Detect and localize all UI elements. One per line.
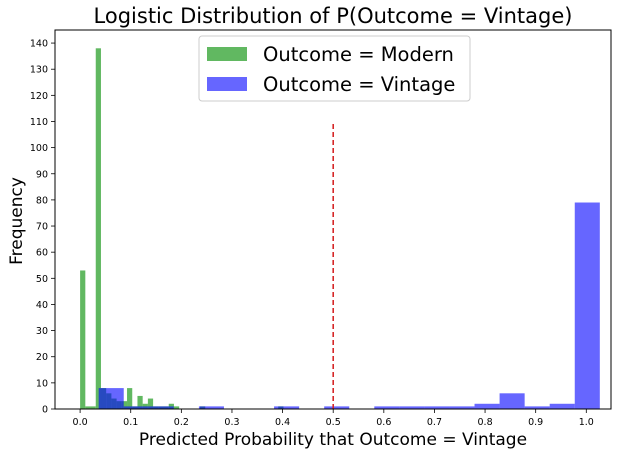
x-tick-label: 0.5 <box>326 417 341 428</box>
histogram-bar-series-1-bin-11 <box>499 393 525 409</box>
y-tick-label: 120 <box>30 91 48 102</box>
chart-title: Logistic Distribution of P(Outcome = Vin… <box>94 4 573 28</box>
histogram-bar-series-1-bin-14 <box>574 202 600 409</box>
x-tick-label: 0.1 <box>123 417 138 428</box>
y-tick-label: 80 <box>36 195 48 206</box>
histogram-bar-series-1-bin-12 <box>524 406 550 409</box>
histogram-bar-series-0-bin-3 <box>95 48 101 410</box>
x-tick-label: 0.4 <box>275 417 290 428</box>
x-tick-label: 1.0 <box>579 417 594 428</box>
x-tick-label: 0.8 <box>478 417 493 428</box>
legend-swatch-1 <box>207 77 247 91</box>
y-tick-label: 100 <box>30 143 48 154</box>
histogram-bar-series-0-bin-9 <box>127 388 133 409</box>
histogram-bar-series-1-bin-6 <box>374 406 400 409</box>
x-tick-label: 0.0 <box>73 417 88 428</box>
histogram-bar-series-1-bin-3 <box>198 406 224 409</box>
y-tick-label: 50 <box>36 274 48 285</box>
legend-label-0: Outcome = Modern <box>263 43 454 66</box>
histogram-bar-series-1-bin-5 <box>324 406 350 409</box>
bars-layer <box>80 48 600 410</box>
histogram-bar-series-1-bin-9 <box>449 406 475 409</box>
histogram-bar-series-1-bin-13 <box>549 403 575 409</box>
legend-box <box>198 35 471 102</box>
histogram-bar-series-1-bin-2 <box>148 406 174 409</box>
histogram-bar-series-0-bin-1 <box>85 406 91 409</box>
histogram-bar-series-0-bin-13 <box>147 398 154 409</box>
y-tick-label: 140 <box>30 39 48 50</box>
y-axis-ticks: 0 10 20 30 40 50 60 70 80 90 100 110 120 130 140 <box>30 39 55 416</box>
histogram-bar-series-0-bin-8 <box>121 401 128 409</box>
legend: Outcome = Modern Outcome = Vintage <box>198 35 471 102</box>
x-tick-label: 0.6 <box>376 417 391 428</box>
histogram-bar-series-1-bin-10 <box>474 403 500 409</box>
y-tick-label: 30 <box>36 326 48 337</box>
histogram-bar-series-0-bin-18 <box>173 406 180 409</box>
y-tick-label: 90 <box>36 169 48 180</box>
legend-swatch-0 <box>207 47 247 61</box>
histogram-bar-series-1-bin-8 <box>424 406 450 409</box>
histogram-bar-series-1-bin-0 <box>98 388 124 409</box>
legend-label-1: Outcome = Vintage <box>263 73 455 96</box>
y-tick-label: 10 <box>36 378 48 389</box>
histogram-bar-series-0-bin-2 <box>90 406 96 409</box>
y-tick-label: 20 <box>36 352 48 363</box>
histogram-bar-series-0-bin-11 <box>137 395 143 409</box>
x-tick-label: 0.2 <box>174 417 189 428</box>
y-tick-label: 0 <box>42 405 48 416</box>
y-tick-label: 60 <box>36 248 48 259</box>
y-axis-label: Frequency <box>7 177 27 265</box>
x-tick-label: 0.3 <box>224 417 239 428</box>
x-axis-ticks: 0.0 0.1 0.2 0.3 0.4 0.5 0.6 0.7 0.8 0.9 1.0 <box>73 409 594 428</box>
x-axis-label: Predicted Probability that Outcome = Vin… <box>139 430 527 450</box>
x-tick-label: 0.7 <box>427 417 442 428</box>
y-tick-label: 70 <box>36 222 48 233</box>
histogram-bar-series-1-bin-4 <box>274 406 300 409</box>
y-tick-label: 130 <box>30 65 48 76</box>
histogram-bar-series-0-bin-0 <box>80 270 86 409</box>
y-tick-label: 110 <box>30 117 48 128</box>
histogram-bar-series-1-bin-7 <box>399 406 425 409</box>
y-tick-label: 40 <box>36 300 48 311</box>
histogram-bar-series-1-bin-1 <box>123 406 149 409</box>
x-tick-label: 0.9 <box>528 417 543 428</box>
